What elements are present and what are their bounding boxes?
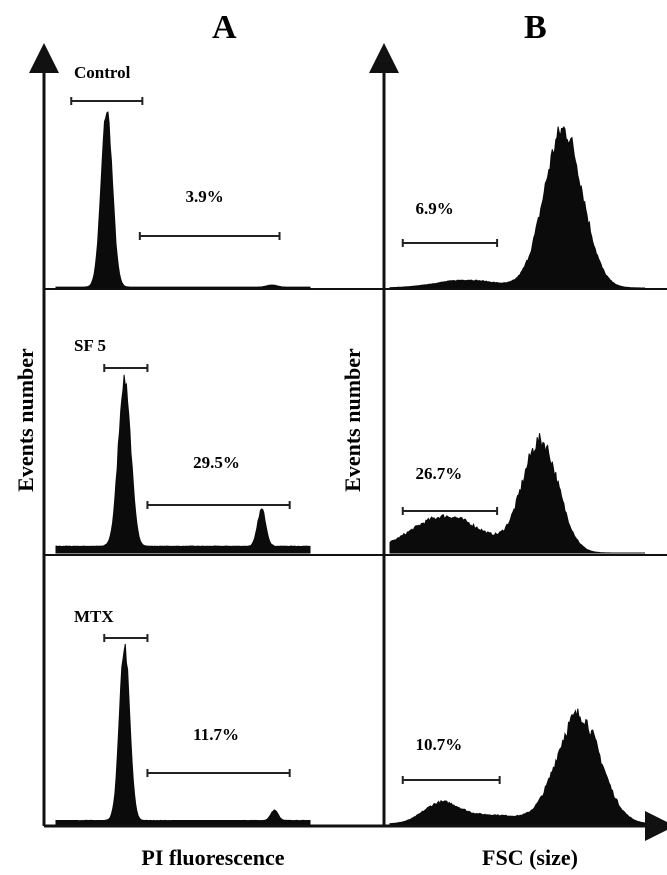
gate-b-2 [401,507,499,515]
gate-a-1 [138,232,281,240]
gate-g1-a-1 [70,97,144,105]
x-axis-label-a: PI fluorescence [141,845,284,870]
sample-label-3: MTX [74,607,114,626]
histogram-b-3 [389,708,646,825]
gate-percent-b-1: 6.9% [416,199,454,218]
histogram-a-3 [55,643,311,825]
histogram-a-2 [55,374,311,554]
gate-b-3 [401,776,501,784]
gate-a-3 [146,769,291,777]
gate-g1-a-3 [103,634,149,642]
gate-a-2 [146,501,291,509]
gate-percent-a-2: 29.5% [193,453,240,472]
sample-label-1: Control [74,63,131,82]
gate-b-1 [401,239,499,247]
panel-a-letter: A [212,9,237,46]
gate-percent-b-2: 26.7% [416,464,463,483]
y-axis-label-a: Events number [13,348,38,492]
panel-b-letter: B [524,9,547,46]
y-axis-label-b: Events number [340,348,365,492]
gate-percent-b-3: 10.7% [416,735,463,754]
gate-percent-a-1: 3.9% [186,187,224,206]
x-axis-label-b: FSC (size) [482,845,578,870]
histogram-plots: Control 3.9% SF 5 29.5% MTX 11.7% 6.9% 26.7% 10.… [55,63,646,825]
gate-g1-a-2 [103,364,149,372]
sample-label-2: SF 5 [74,336,106,355]
histogram-a-1 [55,111,311,289]
histogram-b-1 [389,126,645,289]
histogram-b-2 [389,433,645,554]
gate-percent-a-3: 11.7% [193,725,239,744]
